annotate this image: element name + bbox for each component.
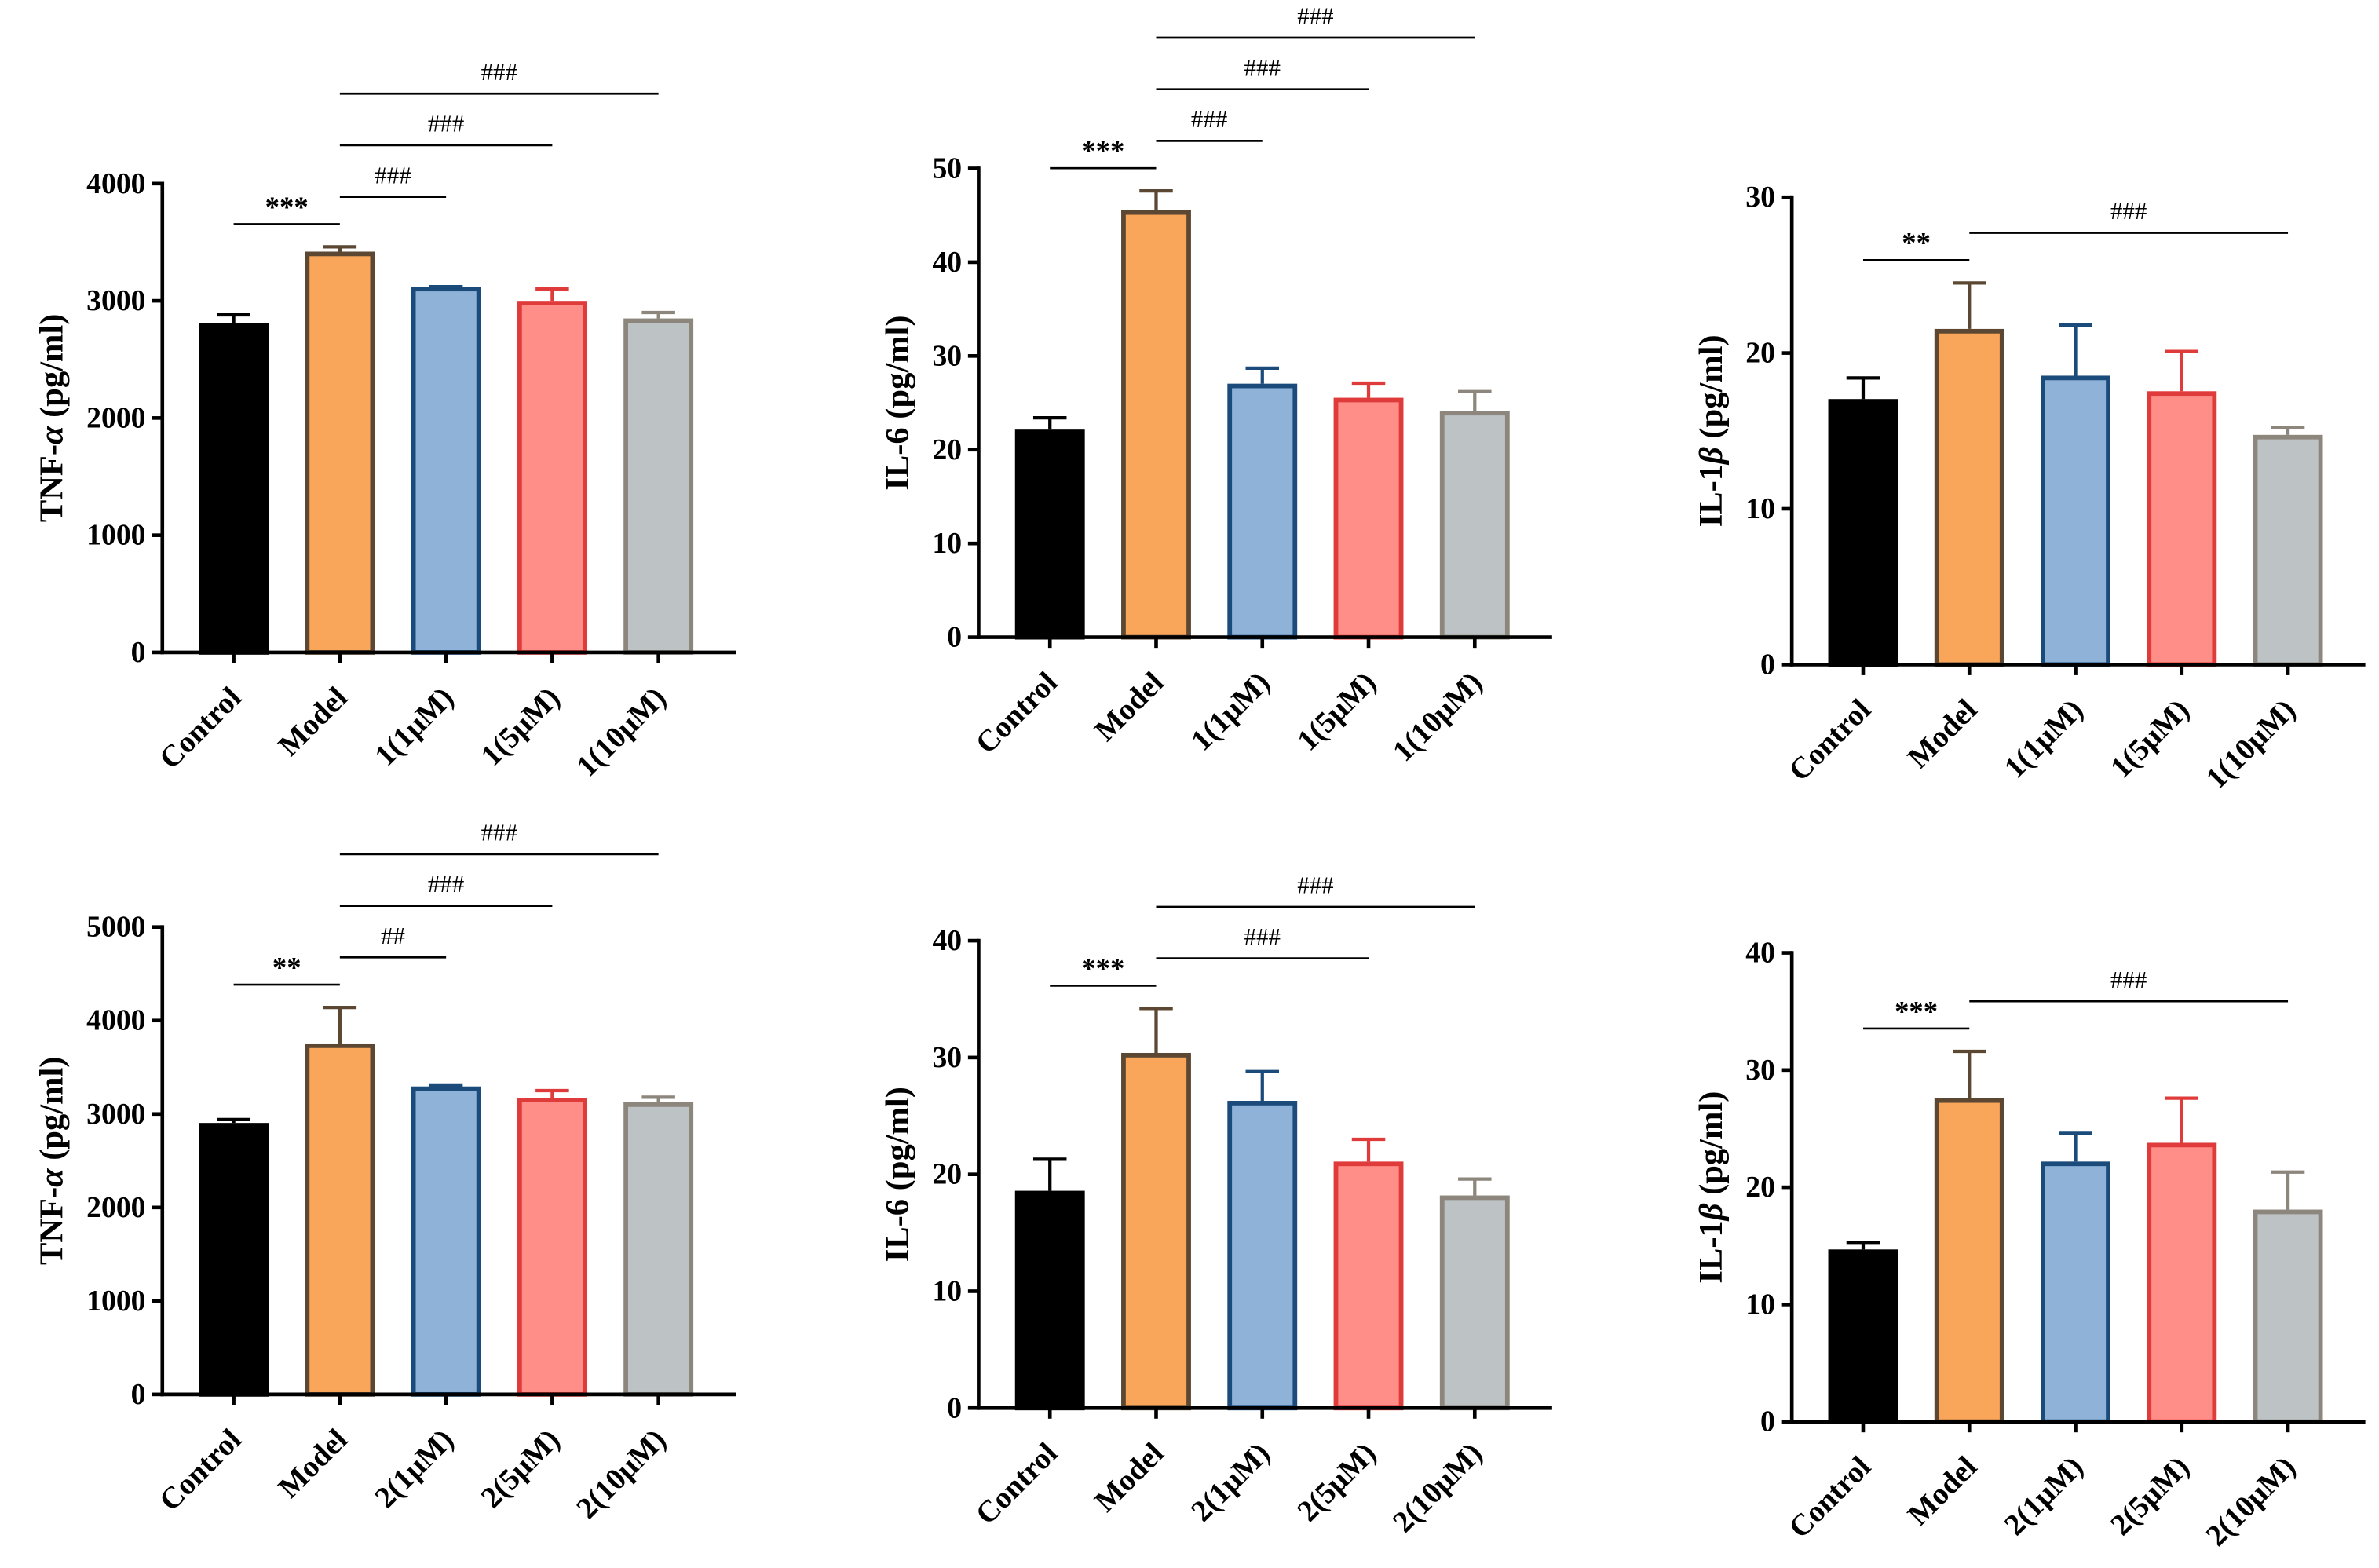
significance-label: ###: [1297, 2, 1333, 30]
bar-control: [1014, 1190, 1085, 1411]
bar-control: [1828, 399, 1898, 667]
bar-1-1um: [411, 287, 481, 655]
y-tick-label: 0: [947, 1391, 962, 1424]
significance-label: ***: [1895, 995, 1938, 1027]
significance-label: ###: [1244, 923, 1281, 950]
significance-label: ###: [1297, 872, 1333, 899]
y-tick-label: 4000: [86, 1004, 145, 1037]
y-tick-label: 0: [131, 636, 146, 669]
y-axis-label: IL-1β (pg/ml): [1692, 1091, 1729, 1284]
significance-label: ###: [1191, 105, 1227, 133]
significance-label: ###: [375, 161, 411, 188]
bar-1-5um: [2147, 391, 2217, 667]
bar-2-10um: [1439, 1195, 1510, 1411]
bar-1-10um: [623, 318, 694, 655]
bar-control: [1014, 429, 1085, 640]
significance-label: **: [272, 951, 301, 983]
significance-label: ##: [381, 922, 405, 949]
y-tick-label: 0: [947, 621, 962, 654]
y-tick-label: 2000: [86, 401, 145, 434]
bar-1-10um: [2253, 434, 2323, 667]
y-tick-label: 10: [1745, 492, 1775, 525]
y-tick-label: 20: [1745, 1171, 1775, 1204]
y-tick-label: 0: [131, 1378, 146, 1411]
bar-1-1um: [1227, 383, 1298, 640]
y-tick-label: 2000: [86, 1191, 145, 1224]
significance-label: **: [1902, 227, 1931, 259]
y-tick-label: 3000: [86, 284, 145, 317]
y-tick-label: 20: [1745, 337, 1775, 370]
y-tick-label: 40: [932, 246, 962, 279]
bar-model: [1121, 210, 1191, 640]
y-tick-label: 30: [1745, 1054, 1775, 1087]
significance-label: ###: [428, 870, 464, 897]
y-tick-label: 5000: [86, 911, 145, 944]
bar-2-10um: [623, 1102, 694, 1397]
y-tick-label: 20: [932, 1158, 962, 1191]
bar-model: [305, 251, 375, 655]
y-axis-label: IL-1β (pg/ml): [1692, 334, 1729, 527]
bar-model: [1934, 328, 2004, 667]
significance-label: ###: [2110, 197, 2147, 225]
bar-2-10um: [2253, 1209, 2323, 1424]
y-tick-label: 40: [932, 924, 962, 957]
significance-label: ***: [1081, 135, 1124, 167]
y-tick-label: 40: [1745, 937, 1775, 970]
significance-label: ###: [428, 110, 464, 137]
bar-1-1um: [2041, 375, 2110, 667]
bar-2-1um: [2041, 1161, 2110, 1424]
bar-1-5um: [1333, 397, 1404, 640]
significance-label: ***: [1081, 952, 1124, 985]
bar-2-5um: [1333, 1161, 1404, 1411]
y-tick-label: 4000: [86, 167, 145, 200]
significance-label: ###: [481, 819, 517, 846]
y-tick-label: 30: [932, 1041, 962, 1074]
y-tick-label: 10: [1745, 1288, 1775, 1321]
y-tick-label: 1000: [86, 1285, 145, 1318]
y-axis-label: IL-6 (pg/ml): [879, 315, 916, 490]
y-tick-label: 10: [932, 527, 962, 560]
significance-label: ***: [265, 191, 309, 223]
y-tick-label: 3000: [86, 1098, 145, 1131]
bar-2-5um: [2147, 1142, 2217, 1424]
y-axis-label: TNF-α (pg/ml): [33, 314, 70, 523]
bar-2-5um: [517, 1098, 587, 1397]
y-tick-label: 10: [932, 1274, 962, 1307]
y-tick-label: 50: [932, 152, 962, 185]
significance-label: ###: [1244, 53, 1281, 81]
bar-2-1um: [1227, 1101, 1298, 1411]
y-tick-label: 0: [1760, 1405, 1775, 1438]
significance-label: ###: [481, 58, 517, 86]
y-tick-label: 0: [1760, 648, 1775, 681]
y-tick-label: 30: [1745, 181, 1775, 214]
bar-1-10um: [1439, 411, 1510, 640]
bar-control: [199, 1123, 269, 1397]
significance-label: ###: [2110, 966, 2147, 993]
bar-model: [1121, 1053, 1191, 1411]
y-tick-label: 1000: [86, 519, 145, 552]
bar-model: [305, 1043, 375, 1397]
y-axis-label: IL-6 (pg/ml): [879, 1087, 916, 1262]
bar-control: [1828, 1249, 1898, 1424]
bar-control: [199, 323, 269, 655]
y-axis-label: TNF-α (pg/ml): [33, 1057, 70, 1266]
bar-2-1um: [411, 1086, 481, 1397]
y-tick-label: 30: [932, 339, 962, 372]
bar-1-5um: [517, 301, 587, 655]
bar-model: [1934, 1098, 2004, 1424]
y-tick-label: 20: [932, 433, 962, 466]
